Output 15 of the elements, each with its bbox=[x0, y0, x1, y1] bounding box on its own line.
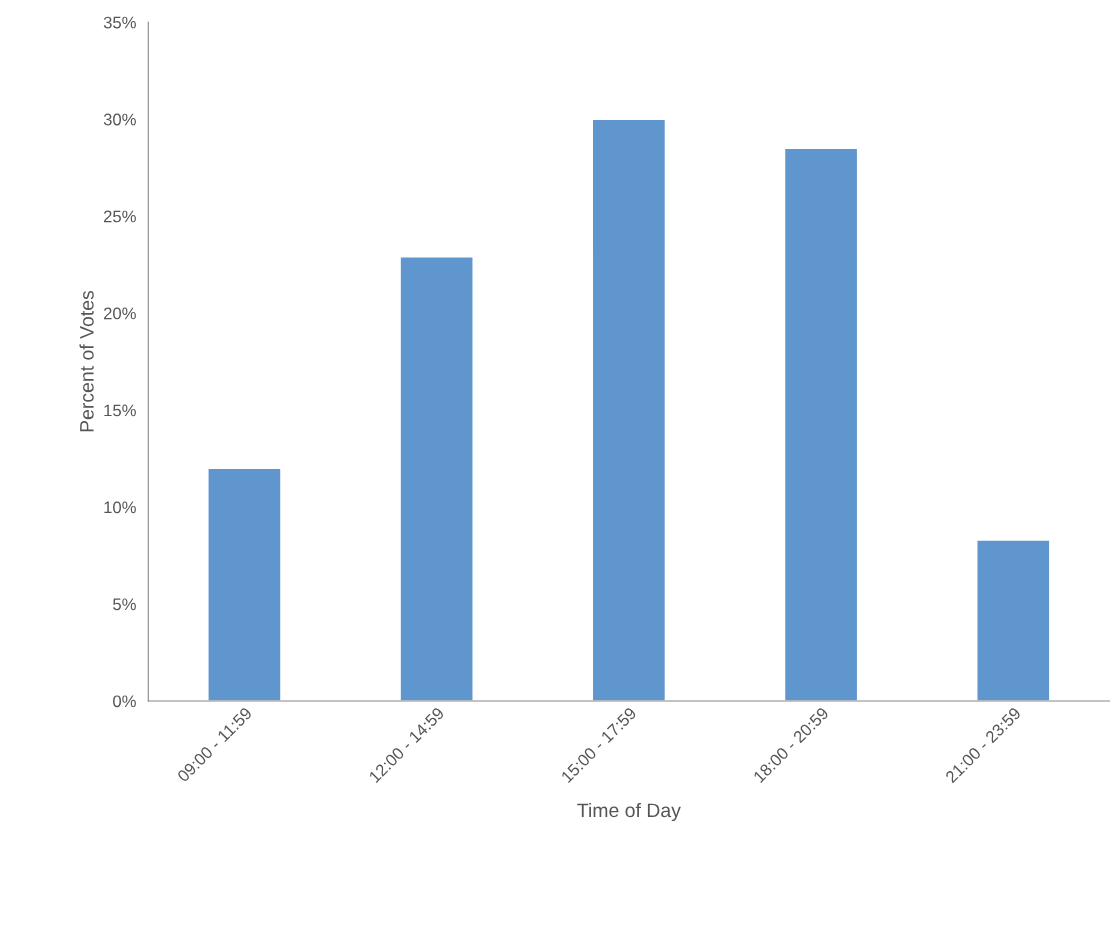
x-axis-title: Time of Day bbox=[577, 802, 681, 822]
bar bbox=[783, 147, 859, 701]
y-tick-label: 0% bbox=[113, 695, 136, 708]
y-tick-label: 15% bbox=[104, 404, 136, 417]
y-tick-label: 20% bbox=[103, 307, 136, 320]
y-axis-title: Percent of Votes bbox=[79, 290, 94, 432]
bar bbox=[207, 467, 282, 701]
y-tick-label: 35% bbox=[103, 16, 136, 29]
y-tick-label: 30% bbox=[103, 113, 136, 126]
y-tick-label: 10% bbox=[104, 501, 136, 514]
y-tick-label: 25% bbox=[103, 210, 136, 223]
bar bbox=[399, 256, 474, 701]
bar bbox=[976, 539, 1051, 701]
y-tick-label: 5% bbox=[113, 598, 136, 611]
bar bbox=[591, 118, 667, 701]
